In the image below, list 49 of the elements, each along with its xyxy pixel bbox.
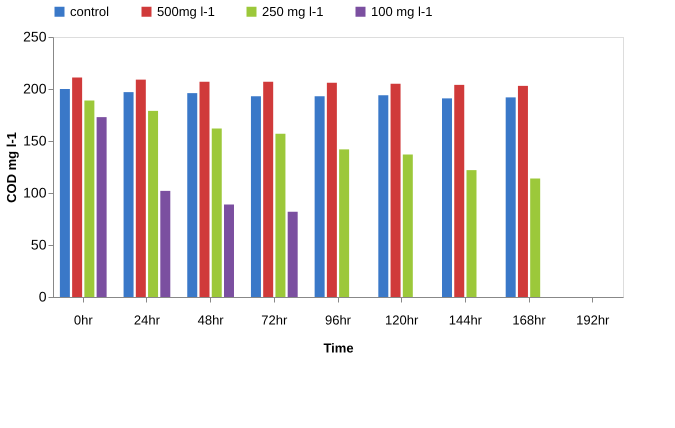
bar — [288, 212, 298, 297]
bar — [84, 100, 94, 297]
y-tick-label: 150 — [23, 132, 47, 148]
x-tick-label: 120hr — [385, 312, 419, 328]
bar — [326, 82, 337, 297]
bar — [454, 84, 464, 297]
bar — [442, 98, 452, 297]
bar — [402, 154, 413, 297]
bar — [250, 96, 261, 297]
bar — [224, 204, 234, 297]
legend-label: 250 mg l-1 — [262, 4, 324, 19]
bar — [390, 84, 401, 297]
x-tick-label: 72hr — [261, 312, 288, 328]
bar — [212, 128, 222, 297]
x-tick-label: 0hr — [74, 312, 94, 328]
bar — [263, 82, 274, 297]
y-axis-title: COD mg l-1 — [4, 132, 20, 203]
x-tick-label: 96hr — [324, 312, 352, 328]
y-tick-label: 50 — [30, 236, 47, 252]
bar — [148, 110, 158, 297]
bar — [466, 170, 476, 297]
x-tick-label: 24hr — [134, 312, 161, 328]
x-tick-label: 192hr — [576, 312, 610, 328]
x-axis-title: Time — [323, 340, 354, 356]
y-tick-label: 100 — [23, 184, 47, 200]
y-tick-label: 0 — [38, 288, 47, 304]
bar — [378, 95, 388, 297]
y-tick-label: 200 — [23, 80, 47, 96]
bar — [314, 96, 325, 297]
x-tick-label: 48hr — [198, 312, 224, 328]
bar — [124, 92, 134, 297]
bar — [339, 149, 350, 297]
bar — [518, 86, 528, 297]
legend-label: control — [70, 4, 110, 19]
x-tick-label: 144hr — [448, 312, 483, 328]
bar — [187, 93, 198, 297]
bar — [60, 89, 70, 297]
legend-label: 100 mg l-1 — [371, 4, 432, 19]
bar — [530, 178, 540, 297]
bar — [96, 117, 107, 297]
bar — [136, 80, 146, 297]
bar — [72, 78, 82, 297]
bar — [506, 97, 516, 297]
bar — [160, 190, 170, 297]
x-tick-label: 168hr — [512, 312, 546, 328]
y-tick-label: 250 — [23, 28, 47, 44]
bar — [200, 82, 210, 297]
bar — [275, 134, 286, 297]
legend-label: 500mg l-1 — [157, 4, 215, 19]
